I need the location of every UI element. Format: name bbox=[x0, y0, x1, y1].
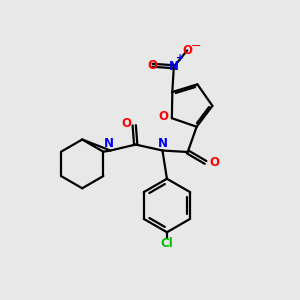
Text: O: O bbox=[209, 156, 219, 169]
Text: O: O bbox=[182, 44, 192, 57]
Text: N: N bbox=[104, 137, 114, 151]
Text: −: − bbox=[191, 40, 201, 53]
Text: O: O bbox=[158, 110, 169, 123]
Text: N: N bbox=[158, 137, 167, 151]
Text: O: O bbox=[121, 117, 131, 130]
Text: Cl: Cl bbox=[160, 237, 173, 250]
Text: +: + bbox=[176, 53, 184, 63]
Text: N: N bbox=[169, 60, 179, 73]
Text: O: O bbox=[147, 59, 158, 72]
